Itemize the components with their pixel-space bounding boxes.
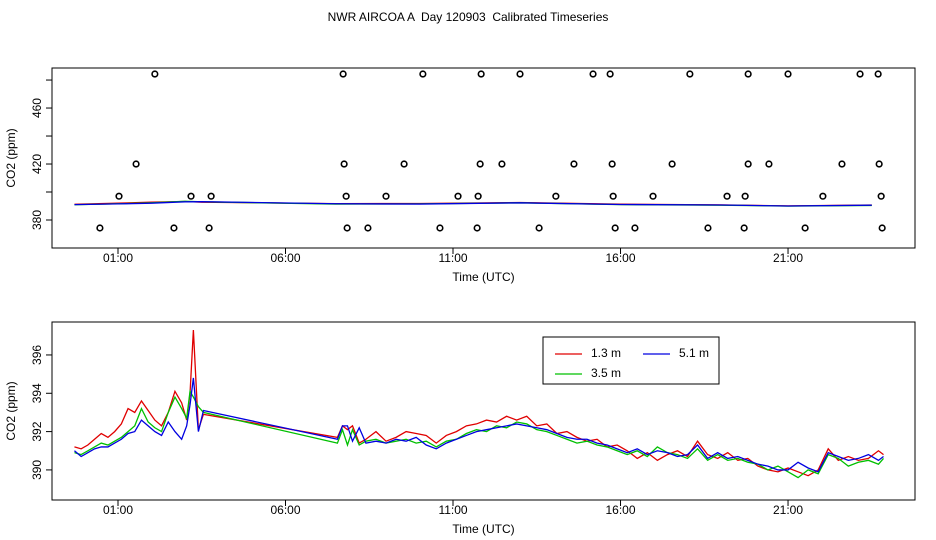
- marker: [801, 224, 809, 232]
- marker: [668, 160, 676, 168]
- x-tick-label: 11:00: [438, 251, 467, 265]
- y-tick-label: 460: [30, 98, 44, 118]
- marker: [765, 160, 773, 168]
- marker: [740, 224, 748, 232]
- marker: [874, 70, 882, 78]
- plot-frame: [51, 67, 916, 249]
- marker: [877, 192, 885, 200]
- marker: [115, 192, 123, 200]
- marker: [436, 224, 444, 232]
- marker: [342, 192, 350, 200]
- marker: [170, 224, 178, 232]
- marker: [339, 70, 347, 78]
- x-axis-title: Time (UTC): [452, 270, 514, 284]
- marker: [474, 192, 482, 200]
- marker: [570, 160, 578, 168]
- y-tick-label: 420: [30, 154, 44, 174]
- series-line: [74, 377, 884, 473]
- y-tick-label: 380: [30, 210, 44, 230]
- marker: [784, 70, 792, 78]
- y-tick-label: 392: [30, 421, 44, 441]
- marker: [476, 160, 484, 168]
- marker: [498, 160, 506, 168]
- marker: [207, 192, 215, 200]
- marker: [704, 224, 712, 232]
- y-tick-label: 396: [30, 345, 44, 365]
- x-tick-label: 16:00: [606, 251, 636, 265]
- legend-frame: [542, 336, 720, 385]
- marker: [552, 192, 560, 200]
- marker: [132, 160, 140, 168]
- x-tick-label: 01:00: [103, 251, 133, 265]
- x-axis-title: Time (UTC): [452, 522, 514, 536]
- marker: [838, 160, 846, 168]
- marker: [419, 70, 427, 78]
- x-tick-label: 21:00: [773, 503, 803, 517]
- marker: [535, 224, 543, 232]
- marker: [608, 160, 616, 168]
- marker: [875, 160, 883, 168]
- marker: [477, 70, 485, 78]
- marker: [589, 70, 597, 78]
- marker: [205, 224, 213, 232]
- marker: [340, 160, 348, 168]
- marker: [473, 224, 481, 232]
- marker: [609, 192, 617, 200]
- marker: [606, 70, 614, 78]
- series-line: [74, 201, 872, 207]
- marker: [364, 224, 372, 232]
- marker: [96, 224, 104, 232]
- y-axis-title: CO2 (ppm): [4, 128, 18, 187]
- chart-title: NWR AIRCOA A Day 120903 Calibrated Times…: [328, 10, 609, 24]
- x-tick-label: 21:00: [773, 251, 803, 265]
- plot-frame: [51, 321, 916, 501]
- marker: [516, 70, 524, 78]
- series-line: [74, 330, 884, 477]
- marker: [878, 224, 886, 232]
- legend-label: 5.1 m: [679, 346, 709, 360]
- x-tick-label: 06:00: [270, 503, 300, 517]
- marker: [343, 224, 351, 232]
- x-tick-label: 16:00: [606, 503, 636, 517]
- y-tick-label: 394: [30, 383, 44, 403]
- marker: [819, 192, 827, 200]
- marker: [649, 192, 657, 200]
- marker: [400, 160, 408, 168]
- x-tick-label: 01:00: [103, 503, 133, 517]
- marker: [723, 192, 731, 200]
- marker: [744, 70, 752, 78]
- marker: [686, 70, 694, 78]
- marker: [744, 160, 752, 168]
- x-tick-label: 06:00: [270, 251, 300, 265]
- marker: [741, 192, 749, 200]
- marker: [382, 192, 390, 200]
- y-tick-label: 390: [30, 460, 44, 480]
- marker: [454, 192, 462, 200]
- y-axis-title: CO2 (ppm): [4, 381, 18, 440]
- marker: [611, 224, 619, 232]
- marker: [856, 70, 864, 78]
- marker: [631, 224, 639, 232]
- marker: [151, 70, 159, 78]
- x-tick-label: 11:00: [438, 503, 467, 517]
- marker: [187, 192, 195, 200]
- legend-label: 3.5 m: [591, 366, 621, 380]
- legend-label: 1.3 m: [591, 346, 621, 360]
